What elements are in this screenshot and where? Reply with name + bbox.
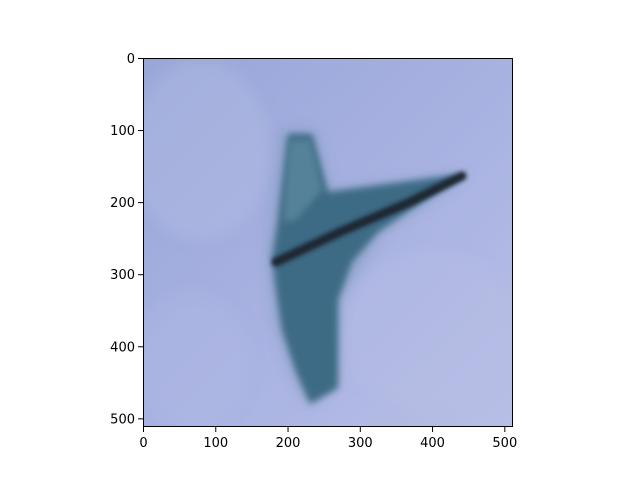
y-tick-label: 200 bbox=[110, 196, 135, 211]
y-axis: 0 100 200 300 400 500 bbox=[110, 52, 143, 427]
y-tick-label: 300 bbox=[110, 268, 135, 283]
x-tick-label: 400 bbox=[420, 436, 445, 451]
axes: 0 100 200 300 400 500 0 100 200 300 400 500 bbox=[110, 52, 517, 451]
axes-frame bbox=[143, 58, 513, 427]
x-tick-label: 100 bbox=[203, 436, 228, 451]
sky-haze bbox=[143, 290, 250, 427]
wing-leading-edge bbox=[271, 171, 467, 267]
sky-haze bbox=[340, 250, 513, 410]
x-axis: 0 100 200 300 400 500 bbox=[139, 427, 517, 451]
aircraft-highlight bbox=[284, 140, 322, 222]
x-tick-label: 0 bbox=[139, 436, 147, 451]
y-tick-label: 400 bbox=[110, 340, 135, 355]
x-tick-label: 300 bbox=[348, 436, 373, 451]
aircraft bbox=[268, 130, 468, 405]
y-tick-label: 0 bbox=[127, 52, 135, 67]
x-tick-label: 200 bbox=[276, 436, 301, 451]
y-tick-label: 500 bbox=[110, 412, 135, 427]
sky-haze bbox=[143, 60, 270, 240]
x-tick-label: 500 bbox=[492, 436, 517, 451]
y-tick-label: 100 bbox=[110, 124, 135, 139]
image-content bbox=[143, 58, 513, 427]
